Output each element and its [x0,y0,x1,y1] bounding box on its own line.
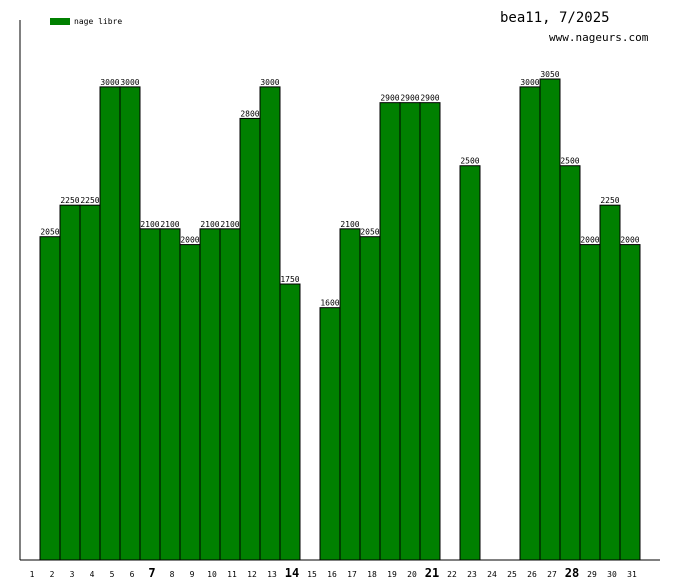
x-tick-label-8: 8 [170,570,175,579]
bar-day-26 [519,86,541,561]
x-tick-label-7: 7 [148,566,155,580]
x-tick-label-11: 11 [227,570,237,579]
bar-day-14 [279,283,301,561]
bar-day-8 [159,228,181,561]
value-label-day-29: 2000 [580,236,599,245]
value-label-day-20: 2900 [400,94,419,103]
value-label-day-5: 3000 [100,78,119,87]
x-tick-label-14: 14 [285,566,299,580]
bar-day-23 [459,165,481,561]
x-tick-label-2: 2 [50,570,55,579]
value-label-day-26: 3000 [520,78,539,87]
bar-day-19 [379,102,401,561]
legend-label: nage libre [74,17,123,26]
x-tick-label-30: 30 [607,570,617,579]
x-tick-label-13: 13 [267,570,277,579]
value-label-day-14: 1750 [280,275,299,284]
bar-day-5 [99,86,121,561]
value-label-day-13: 3000 [260,78,279,87]
value-label-day-18: 2050 [360,228,379,237]
bar-day-21 [419,102,441,561]
value-label-day-30: 2250 [600,196,619,205]
bar-day-30 [599,204,621,561]
value-label-day-3: 2250 [60,196,79,205]
value-label-day-6: 3000 [120,78,139,87]
bar-day-9 [179,244,201,561]
value-label-day-17: 2100 [340,220,359,229]
value-label-day-28: 2500 [560,157,579,166]
x-tick-label-16: 16 [327,570,337,579]
bar-day-16 [319,307,341,561]
value-label-day-7: 2100 [140,220,159,229]
bar-day-27 [539,78,561,561]
value-label-day-8: 2100 [160,220,179,229]
bar-day-20 [399,102,421,561]
bar-day-28 [559,165,581,561]
legend-swatch [50,18,70,25]
x-tick-label-22: 22 [447,570,457,579]
x-tick-label-17: 17 [347,570,357,579]
value-label-day-27: 3050 [540,70,559,79]
x-tick-label-26: 26 [527,570,537,579]
x-tick-label-15: 15 [307,570,317,579]
value-label-day-11: 2100 [220,220,239,229]
x-tick-label-21: 21 [425,566,439,580]
bars-layer [39,78,641,561]
legend: nage libre [50,17,122,26]
x-tick-label-1: 1 [30,570,35,579]
x-tick-label-10: 10 [207,570,217,579]
value-label-day-4: 2250 [80,196,99,205]
value-label-day-31: 2000 [620,236,639,245]
x-tick-label-28: 28 [565,566,579,580]
x-tick-label-9: 9 [190,570,195,579]
x-tick-label-4: 4 [90,570,95,579]
x-tick-label-20: 20 [407,570,417,579]
site-url: www.nageurs.com [549,31,649,44]
value-label-day-19: 2900 [380,94,399,103]
x-tick-label-3: 3 [70,570,75,579]
bar-day-10 [199,228,221,561]
x-tick-label-12: 12 [247,570,257,579]
x-tick-labels-layer: 1 2 3 4 5 6 7 8 9 10 11 12 13 14 15 16 17 18 19 20 21 22 23 24 2… [30,566,637,580]
bar-day-11 [219,228,241,561]
x-tick-label-5: 5 [110,570,115,579]
value-label-day-21: 2900 [420,94,439,103]
x-tick-label-25: 25 [507,570,517,579]
bar-day-4 [79,204,101,561]
x-tick-label-23: 23 [467,570,477,579]
x-tick-label-19: 19 [387,570,397,579]
value-label-day-12: 2800 [240,109,259,118]
bar-day-13 [259,86,281,561]
bar-day-29 [579,244,601,561]
value-label-day-9: 2000 [180,236,199,245]
x-tick-label-29: 29 [587,570,597,579]
x-tick-label-31: 31 [627,570,637,579]
bar-day-7 [139,228,161,561]
bar-day-2 [39,236,61,561]
bar-day-6 [119,86,141,561]
value-label-day-16: 1600 [320,299,339,308]
bar-day-18 [359,236,381,561]
value-label-day-10: 2100 [200,220,219,229]
x-tick-label-24: 24 [487,570,497,579]
value-label-day-2: 2050 [40,228,59,237]
x-tick-label-6: 6 [130,570,135,579]
x-tick-label-27: 27 [547,570,557,579]
value-label-day-23: 2500 [460,157,479,166]
bar-day-31 [619,244,641,561]
bar-day-3 [59,204,81,561]
x-tick-label-18: 18 [367,570,377,579]
bar-day-12 [239,117,261,561]
bar-day-17 [339,228,361,561]
chart-title: bea11, 7/2025 [500,10,610,26]
